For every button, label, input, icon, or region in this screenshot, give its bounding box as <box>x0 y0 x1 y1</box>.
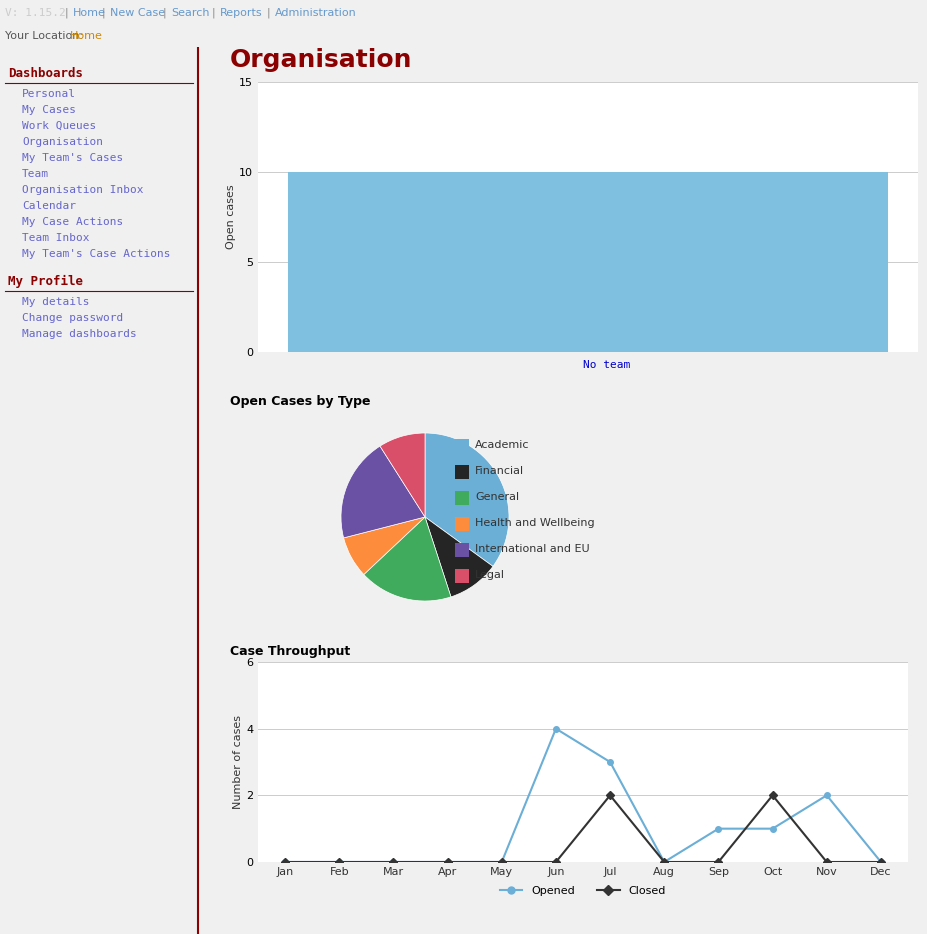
Text: My Team's Case Actions: My Team's Case Actions <box>22 249 171 259</box>
FancyBboxPatch shape <box>454 491 468 505</box>
FancyBboxPatch shape <box>454 439 468 453</box>
Text: Dashboards: Dashboards <box>8 67 83 80</box>
Text: Administration: Administration <box>274 8 356 18</box>
Text: Case Throughput: Case Throughput <box>230 645 349 658</box>
Text: No team: No team <box>582 360 629 370</box>
Text: Calendar: Calendar <box>22 201 76 211</box>
FancyBboxPatch shape <box>454 465 468 479</box>
Text: Home: Home <box>73 8 106 18</box>
Text: Search: Search <box>171 8 210 18</box>
Text: |: | <box>65 7 69 19</box>
Text: Team: Team <box>22 169 49 179</box>
Text: My details: My details <box>22 297 89 307</box>
Text: |: | <box>211 7 215 19</box>
Text: New Case: New Case <box>110 8 165 18</box>
FancyBboxPatch shape <box>454 517 468 531</box>
Text: Team Inbox: Team Inbox <box>22 233 89 243</box>
Text: Organisation: Organisation <box>230 48 413 72</box>
Y-axis label: Number of cases: Number of cases <box>233 715 243 809</box>
Text: Reports: Reports <box>220 8 262 18</box>
Text: Legal: Legal <box>475 570 504 580</box>
Text: Work Queues: Work Queues <box>22 121 96 131</box>
Text: My Cases: My Cases <box>22 105 76 115</box>
Text: Organisation: Organisation <box>22 137 103 147</box>
Text: My Team's Cases: My Team's Cases <box>22 153 123 163</box>
Text: Change password: Change password <box>22 313 123 323</box>
Text: |: | <box>163 7 167 19</box>
Wedge shape <box>425 433 508 566</box>
Text: Manage dashboards: Manage dashboards <box>22 329 136 339</box>
Text: Home: Home <box>70 31 103 41</box>
Text: Organisation Inbox: Organisation Inbox <box>22 185 144 195</box>
FancyBboxPatch shape <box>454 543 468 557</box>
Text: My Case Actions: My Case Actions <box>22 217 123 227</box>
Wedge shape <box>379 433 425 517</box>
Wedge shape <box>343 517 425 574</box>
Text: |: | <box>267 7 271 19</box>
FancyBboxPatch shape <box>454 569 468 583</box>
Wedge shape <box>363 517 451 601</box>
Legend: Opened, Closed: Opened, Closed <box>495 882 669 900</box>
Text: Financial: Financial <box>475 466 524 476</box>
Text: Open Cases by Type: Open Cases by Type <box>230 395 370 408</box>
Bar <box>287 172 887 352</box>
Text: General: General <box>475 492 518 502</box>
Y-axis label: Open cases: Open cases <box>226 185 236 249</box>
Text: V: 1.15.2: V: 1.15.2 <box>5 8 66 18</box>
Text: International and EU: International and EU <box>475 544 589 554</box>
Text: Personal: Personal <box>22 89 76 99</box>
Wedge shape <box>425 517 492 597</box>
Text: Your Location:: Your Location: <box>5 31 83 41</box>
Text: My Profile: My Profile <box>8 275 83 288</box>
Text: Academic: Academic <box>475 440 529 450</box>
Text: |: | <box>102 7 106 19</box>
Wedge shape <box>340 446 425 538</box>
Text: Health and Wellbeing: Health and Wellbeing <box>475 518 594 528</box>
